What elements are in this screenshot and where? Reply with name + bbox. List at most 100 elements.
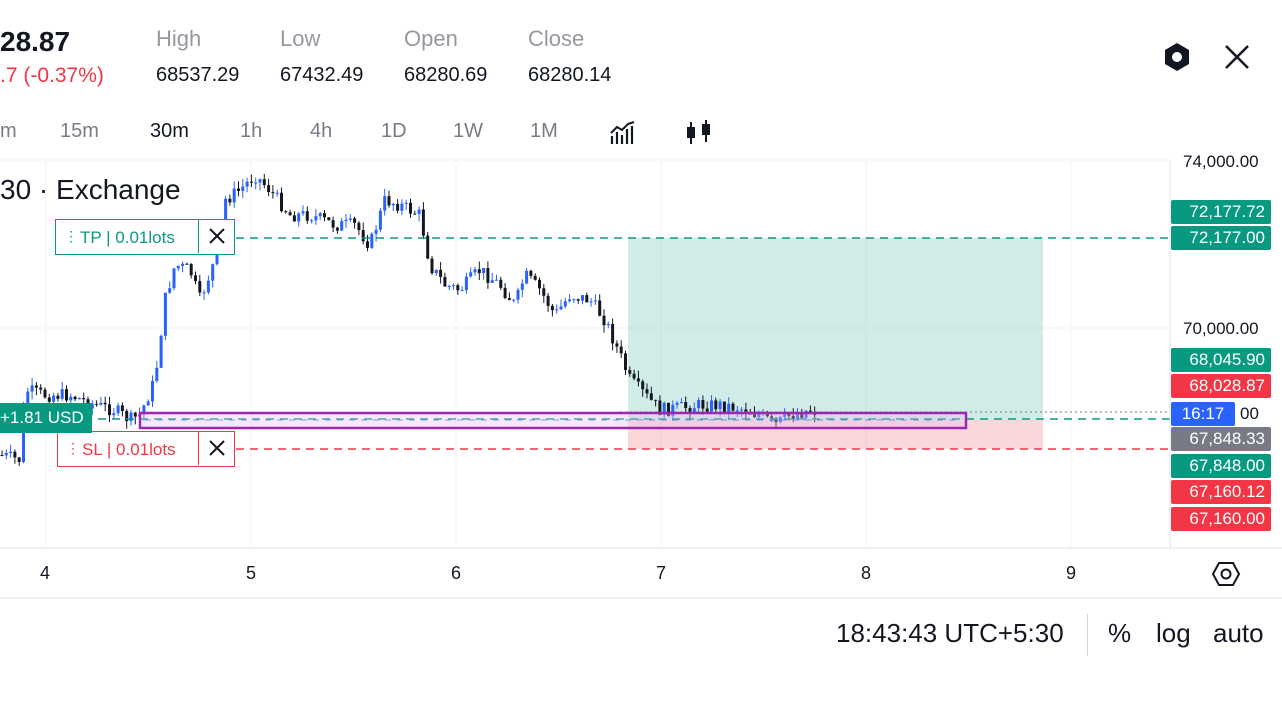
candle-body xyxy=(787,412,791,416)
footer-divider xyxy=(1087,614,1088,656)
open-value: 68280.69 xyxy=(404,64,488,86)
timeframe-1W[interactable]: 1W xyxy=(453,120,483,142)
timeframe-1D[interactable]: 1D xyxy=(381,120,407,142)
candle-body xyxy=(413,213,417,215)
candle-body xyxy=(168,288,172,293)
candle-body xyxy=(602,315,606,326)
candle-body xyxy=(60,389,64,399)
clock-timezone[interactable]: 18:43:43 UTC+5:30 xyxy=(836,618,1064,648)
candle-body xyxy=(138,414,142,417)
candle-body xyxy=(679,402,683,404)
candle-body xyxy=(409,202,412,214)
candle-body xyxy=(34,385,38,388)
candle-body xyxy=(619,346,623,354)
candle-body xyxy=(13,451,17,458)
candle-body xyxy=(280,192,283,212)
settings-hexagon-icon[interactable] xyxy=(1160,40,1194,74)
candle-body xyxy=(374,229,378,234)
candle-body xyxy=(288,212,292,216)
price-axis-label: 74,000.00 xyxy=(1183,152,1259,171)
timeframe-4h[interactable]: 4h xyxy=(310,120,333,142)
timeframe-30m[interactable]: 30m xyxy=(150,120,189,142)
candle-body xyxy=(103,402,107,405)
candle-body xyxy=(765,412,769,417)
candle-body xyxy=(211,264,215,281)
candle-body xyxy=(4,452,8,456)
candle-body xyxy=(460,290,464,292)
candle-body xyxy=(262,179,266,186)
candle-body xyxy=(65,389,68,401)
candle-body xyxy=(172,268,176,289)
timeframe-1h[interactable]: 1h xyxy=(240,120,263,142)
candle-body xyxy=(232,188,236,203)
candle-body xyxy=(426,235,430,259)
tp-cancel-icon[interactable] xyxy=(198,220,235,253)
candle-body xyxy=(421,209,425,236)
candle-body xyxy=(555,309,559,311)
log-toggle[interactable]: log xyxy=(1156,618,1191,648)
close-icon[interactable] xyxy=(1222,42,1252,72)
price-tag: 72,177.00 xyxy=(1171,226,1271,250)
candle-body xyxy=(783,412,787,417)
auto-toggle[interactable]: auto xyxy=(1213,618,1264,648)
candle-body xyxy=(529,270,533,276)
candle-body xyxy=(159,335,163,368)
candle-body xyxy=(735,410,739,412)
candle-body xyxy=(753,414,756,418)
candle-body xyxy=(331,220,335,228)
last-price: 28.87 xyxy=(0,26,71,57)
candle-body xyxy=(748,413,752,415)
candle-body xyxy=(9,451,13,453)
candle-body xyxy=(73,396,77,400)
candle-body xyxy=(804,410,808,418)
price-tag: 67,848.00 xyxy=(1171,454,1271,478)
candle-body xyxy=(757,414,761,418)
candle-body xyxy=(284,211,288,213)
candle-body xyxy=(82,398,86,400)
position-pnl-badge[interactable]: +1.81 USD xyxy=(0,403,92,433)
sl-order-box[interactable]: ⋮ SL | 0.01lots xyxy=(57,431,235,467)
timeframe-1M[interactable]: 1M xyxy=(530,120,558,142)
candle-body xyxy=(99,402,103,405)
candles-icon[interactable] xyxy=(682,118,716,148)
candle-body xyxy=(155,367,159,381)
high-value: 68537.29 xyxy=(156,64,240,86)
date-axis-label: 7 xyxy=(656,563,667,583)
axis-settings-icon[interactable] xyxy=(1211,559,1241,589)
candle-body xyxy=(636,378,640,382)
drag-handle-icon[interactable]: ⋮ xyxy=(64,228,78,244)
percent-toggle[interactable]: % xyxy=(1108,618,1132,648)
candle-body xyxy=(194,275,197,282)
candle-body xyxy=(701,400,705,409)
drag-handle-icon[interactable]: ⋮ xyxy=(66,440,80,456)
candle-body xyxy=(404,202,408,204)
candle-body xyxy=(525,270,529,284)
sl-cancel-icon[interactable] xyxy=(198,432,235,465)
candle-body xyxy=(47,397,51,402)
sl-order-label: SL | 0.01lots xyxy=(82,440,176,459)
candle-body xyxy=(611,323,615,344)
candle-body xyxy=(662,402,666,416)
tp-order-box[interactable]: ⋮ TP | 0.01lots xyxy=(55,219,235,255)
candle-body xyxy=(542,288,546,296)
candle-body xyxy=(671,404,675,417)
candle-body xyxy=(443,276,447,287)
candle-body xyxy=(499,279,503,288)
price-tag: 72,177.72 xyxy=(1171,200,1271,224)
candle-body xyxy=(292,215,296,222)
tp-zone xyxy=(628,238,1043,420)
candle-body xyxy=(477,269,481,274)
candle-body xyxy=(353,218,357,223)
timeframe-15m[interactable]: 15m xyxy=(60,120,99,142)
candle-body xyxy=(533,275,537,280)
timeframe-m[interactable]: m xyxy=(0,120,17,142)
candle-body xyxy=(722,401,726,412)
sl-zone xyxy=(628,420,1043,449)
candle-body xyxy=(507,298,511,301)
candle-body xyxy=(198,281,202,293)
candle-body xyxy=(456,285,460,291)
candle-body xyxy=(258,179,262,183)
candle-body xyxy=(632,373,636,379)
indicators-icon[interactable] xyxy=(608,118,638,148)
